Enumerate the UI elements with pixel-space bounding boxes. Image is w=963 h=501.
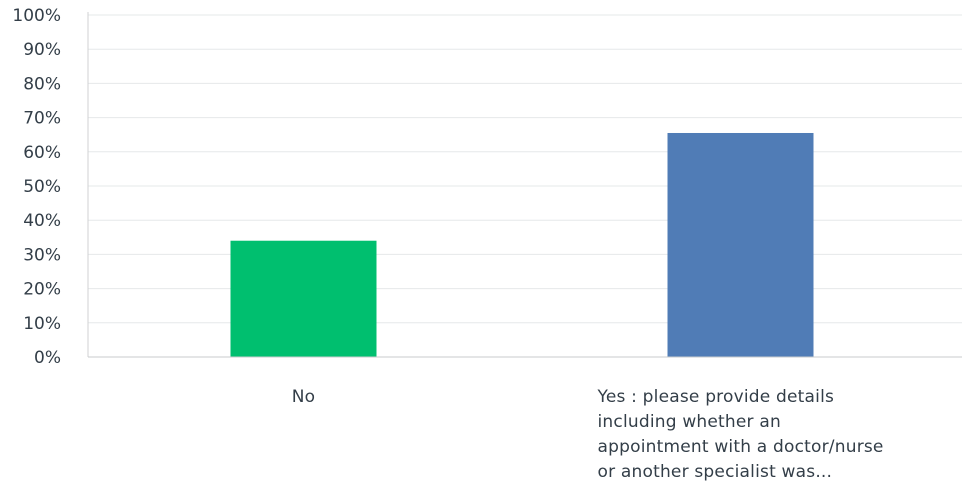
y-tick-label: 70% — [23, 109, 61, 129]
x-tick-label-line: Yes : please provide details — [597, 387, 835, 407]
y-axis: 0% 10% 20% 30% 40% 50% 60% 70% 80% 90% 100% — [12, 6, 89, 368]
x-tick-label: No — [292, 387, 316, 407]
gridlines — [88, 14, 962, 324]
x-tick-label-line: appointment with a doctor/nurse — [598, 437, 884, 457]
y-tick-label: 80% — [23, 74, 61, 94]
y-tick-label: 90% — [23, 40, 61, 60]
x-tick-label-line: including whether an — [598, 412, 781, 432]
y-tick-label: 30% — [23, 245, 61, 265]
x-tick-label: Yes : please provide details including wh… — [597, 387, 884, 482]
y-tick-label: 10% — [23, 314, 61, 334]
y-tick-label: 60% — [23, 143, 61, 163]
y-tick-label: 100% — [12, 6, 61, 26]
x-axis: No Yes : please provide details including … — [88, 356, 962, 482]
bar-yes[interactable] — [667, 132, 814, 357]
y-tick-label: 0% — [34, 348, 61, 368]
bar-no[interactable] — [230, 240, 377, 357]
x-tick-label-line: or another specialist was... — [598, 462, 833, 482]
y-tick-label: 50% — [23, 177, 61, 197]
y-tick-label: 40% — [23, 211, 61, 231]
bars — [230, 132, 814, 357]
y-tick-label: 20% — [23, 280, 61, 300]
